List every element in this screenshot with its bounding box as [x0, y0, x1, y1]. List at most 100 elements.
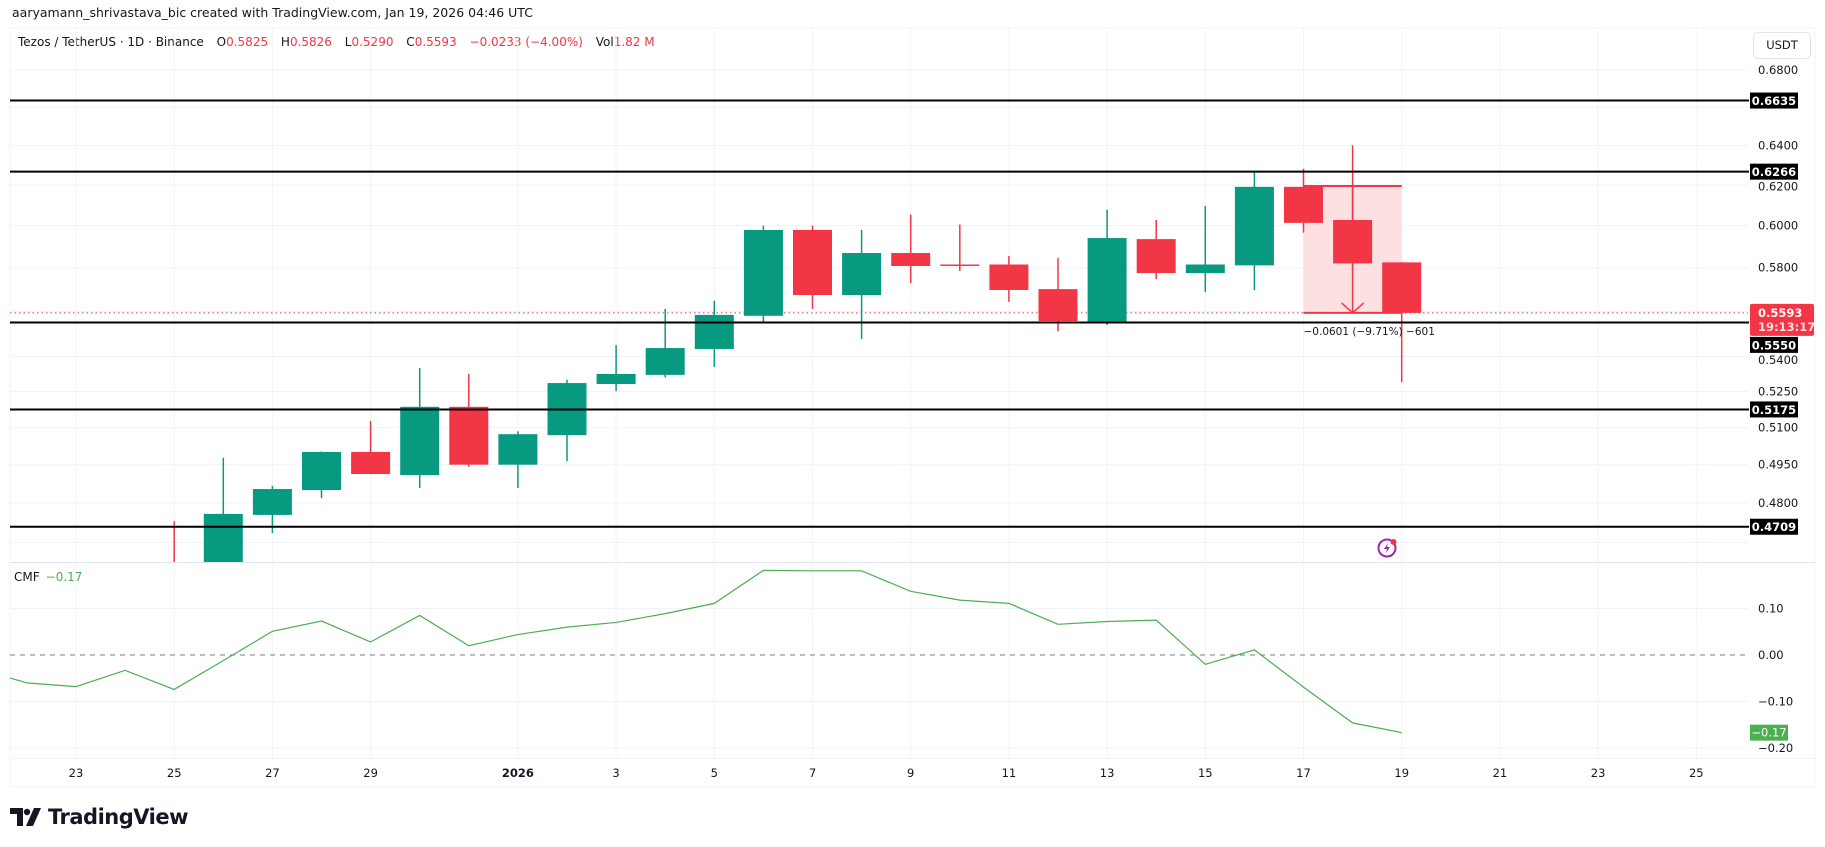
candle-body — [989, 264, 1029, 290]
candle — [302, 451, 341, 499]
high-value: 0.5826 — [289, 35, 332, 49]
cmf-value-tag — [1750, 724, 1788, 741]
candle-body — [449, 406, 489, 465]
candle-body — [1234, 186, 1274, 266]
close-label: C — [406, 35, 415, 49]
candle — [252, 485, 292, 534]
candle-body — [400, 406, 440, 476]
level-price-tag — [1750, 92, 1798, 109]
cmf-title: CMF — [14, 570, 40, 584]
candle — [449, 373, 489, 467]
level-price-label: 0.6266 — [1752, 165, 1796, 179]
logo-text: TradingView — [48, 805, 188, 829]
candle — [1185, 206, 1225, 292]
currency-button[interactable]: USDT — [1753, 32, 1811, 59]
arrow-down-icon — [1341, 302, 1365, 314]
time-tick-label: 11 — [1002, 766, 1017, 780]
volume-value: 1.82 M — [613, 35, 655, 49]
candle — [1234, 171, 1274, 290]
grid — [10, 28, 1748, 758]
time-tick-label: 15 — [1198, 766, 1213, 780]
candle — [793, 225, 832, 309]
time-tick-label: 23 — [69, 766, 84, 780]
candle — [498, 431, 538, 489]
high-label: H — [280, 35, 290, 49]
candle-body — [1284, 186, 1323, 223]
chart-frame — [9, 27, 1816, 788]
cmf-tick-label: 0.10 — [1758, 602, 1784, 616]
last-price-label: 0.5593 — [1758, 306, 1802, 320]
chart-attribution: aaryamann_shrivastava_bic created with T… — [12, 5, 533, 20]
drawings: −0.0601 (−9.71%) −601 — [10, 99, 1749, 528]
candle — [645, 308, 685, 378]
lightning-bolt-icon[interactable] — [1377, 538, 1397, 558]
open-label: O — [216, 35, 227, 49]
time-tick-label: 17 — [1296, 766, 1311, 780]
cmf-tick-label: −0.10 — [1758, 695, 1793, 709]
time-tick-label: 27 — [265, 766, 280, 780]
candle-body — [842, 253, 882, 296]
candle — [1284, 168, 1323, 233]
symbol-name[interactable]: Tezos / TetherUS · 1D · Binance — [18, 35, 204, 49]
candle-body — [940, 264, 980, 267]
change-value: −0.0233 (−4.00%) — [469, 35, 583, 49]
candle — [351, 421, 391, 475]
cmf-tick-label: −0.20 — [1758, 741, 1793, 755]
cmf-tick-label: 0.00 — [1758, 648, 1784, 662]
price-tick-label: 0.4800 — [1758, 496, 1798, 510]
candle — [596, 345, 636, 392]
cmf-line — [10, 569, 1748, 734]
price-tick-label: 0.6200 — [1758, 180, 1798, 194]
level-price-label: 0.6635 — [1752, 94, 1796, 108]
symbol-legend: Tezos / TetherUS · 1D · Binance O0.5825 … — [18, 35, 655, 49]
candle-body — [302, 451, 341, 491]
time-tick-label: 13 — [1100, 766, 1115, 780]
time-tick-label: 25 — [1689, 766, 1704, 780]
time-tick-label: 21 — [1493, 766, 1508, 780]
candle — [694, 300, 734, 367]
bar-countdown-label: 19:13:17 — [1758, 320, 1815, 334]
time-tick-label: 25 — [167, 766, 182, 780]
candle — [203, 457, 243, 562]
candle — [1136, 219, 1176, 280]
axes: 23 25 27 29 2026 3 5 7 9 11 13 15 17 19 21 23 25 0.6800 0.… — [69, 63, 1816, 780]
price-tick-label: 0.6800 — [1758, 63, 1798, 77]
last-price-tag — [1750, 303, 1814, 336]
candle — [842, 229, 882, 339]
low-label: L — [344, 35, 352, 49]
candle-body — [203, 513, 243, 562]
level-price-tag — [1750, 336, 1798, 353]
tradingview-logo-icon — [10, 808, 41, 826]
level-price-tag — [1750, 401, 1798, 418]
open-value: 0.5825 — [226, 35, 269, 49]
level-price-tag — [1750, 163, 1798, 180]
close-value: 0.5593 — [414, 35, 457, 49]
candle — [989, 255, 1029, 302]
candle-body — [1382, 262, 1422, 313]
price-tick-label: 0.6000 — [1758, 219, 1798, 233]
price-tick-label: 0.5400 — [1758, 353, 1798, 367]
candle-body — [1087, 238, 1127, 323]
price-tick-label: 0.5250 — [1758, 385, 1798, 399]
time-tick-label: 7 — [809, 766, 816, 780]
price-tick-label: 0.6400 — [1758, 138, 1798, 152]
candle-body — [694, 314, 734, 349]
candle-body — [1038, 289, 1078, 322]
candle-body — [596, 373, 636, 385]
volume-label: Vol — [595, 35, 614, 49]
candle-body — [891, 253, 931, 267]
candle-body — [252, 489, 292, 515]
candle-body — [351, 451, 391, 475]
candle — [891, 214, 931, 284]
candle-body — [743, 229, 783, 316]
candles — [10, 145, 1748, 562]
level-price-label: 0.5175 — [1752, 403, 1796, 417]
time-tick-label: 19 — [1394, 766, 1409, 780]
time-tick-label: 23 — [1591, 766, 1606, 780]
level-price-label: 0.4709 — [1752, 520, 1796, 534]
level-price-tag — [1750, 518, 1798, 535]
time-tick-label: 29 — [363, 766, 378, 780]
candle-body — [1136, 239, 1176, 274]
tradingview-logo[interactable]: TradingView — [10, 805, 188, 829]
